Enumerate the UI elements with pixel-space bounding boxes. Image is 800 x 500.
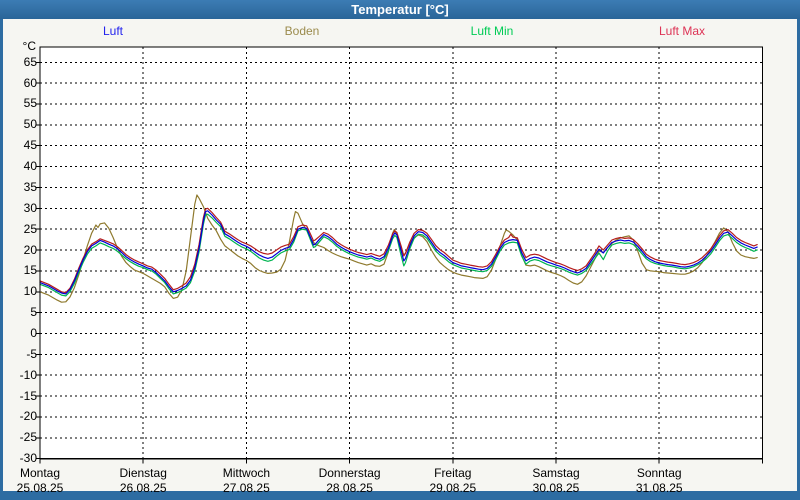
y-axis-label-15: 15 (23, 263, 37, 278)
x-axis-date-label: 27.08.25 (223, 480, 270, 495)
y-axis-label-10: 10 (23, 284, 37, 299)
y-axis-label-45: 45 (23, 138, 37, 153)
legend-item-luft: Luft (102, 24, 123, 38)
y-axis-label-50: 50 (23, 117, 37, 132)
y-axis-label--5: -5 (26, 346, 37, 361)
y-axis-label-20: 20 (23, 242, 37, 257)
x-axis-day-label: Mittwoch (222, 465, 271, 480)
x-axis-date-label: 26.08.25 (119, 480, 167, 495)
title-bar: Temperatur [°C] (0, 0, 800, 19)
x-axis-day-label: Dienstag (119, 465, 167, 480)
y-axis-label-35: 35 (23, 179, 37, 194)
y-axis-label--15: -15 (19, 388, 37, 403)
legend-item-luft-max: Luft Max (658, 24, 706, 38)
y-axis-unit-label: °C (22, 39, 36, 53)
window-title: Temperatur [°C] (351, 2, 449, 17)
y-axis-label-5: 5 (30, 305, 37, 320)
chart-panel: Luft Boden Luft Min Luft Max °C 65 60 55 50… (3, 19, 797, 494)
temperature-chart (36, 46, 764, 464)
y-axis-label-55: 55 (23, 96, 37, 111)
y-axis-label--10: -10 (19, 367, 37, 382)
y-axis-label-60: 60 (23, 75, 37, 90)
x-axis-date-label: 25.08.25 (16, 480, 64, 495)
x-axis-day-label: Donnerstag (318, 465, 381, 480)
series-line-luft (39, 210, 758, 295)
y-axis-label--30: -30 (19, 451, 37, 466)
series-line-luft-max (39, 207, 758, 294)
y-axis-label-40: 40 (23, 159, 37, 174)
x-axis-day-label: Samstag (532, 465, 580, 480)
x-axis-date-label: 30.08.25 (532, 480, 580, 495)
series-line-luft-min (39, 213, 758, 297)
x-axis-day-label: Montag (19, 465, 61, 480)
x-axis-date-label: 29.08.25 (429, 480, 477, 495)
x-axis-day-label: Freitag (434, 465, 472, 480)
y-axis-label-30: 30 (23, 200, 37, 215)
x-axis-day-label: Sonntag (636, 465, 682, 480)
y-axis-label-65: 65 (23, 54, 37, 69)
plot-frame (39, 46, 764, 460)
y-axis-label-0: 0 (30, 326, 37, 340)
legend-item-luft-min: Luft Min (470, 24, 514, 38)
x-axis-date-label: 31.08.25 (635, 480, 683, 495)
y-axis-label--25: -25 (19, 430, 37, 445)
legend-item-boden: Boden (284, 24, 320, 38)
x-axis-date-label: 28.08.25 (326, 480, 373, 495)
y-axis-label-25: 25 (23, 221, 37, 236)
y-axis-label--20: -20 (19, 409, 37, 424)
